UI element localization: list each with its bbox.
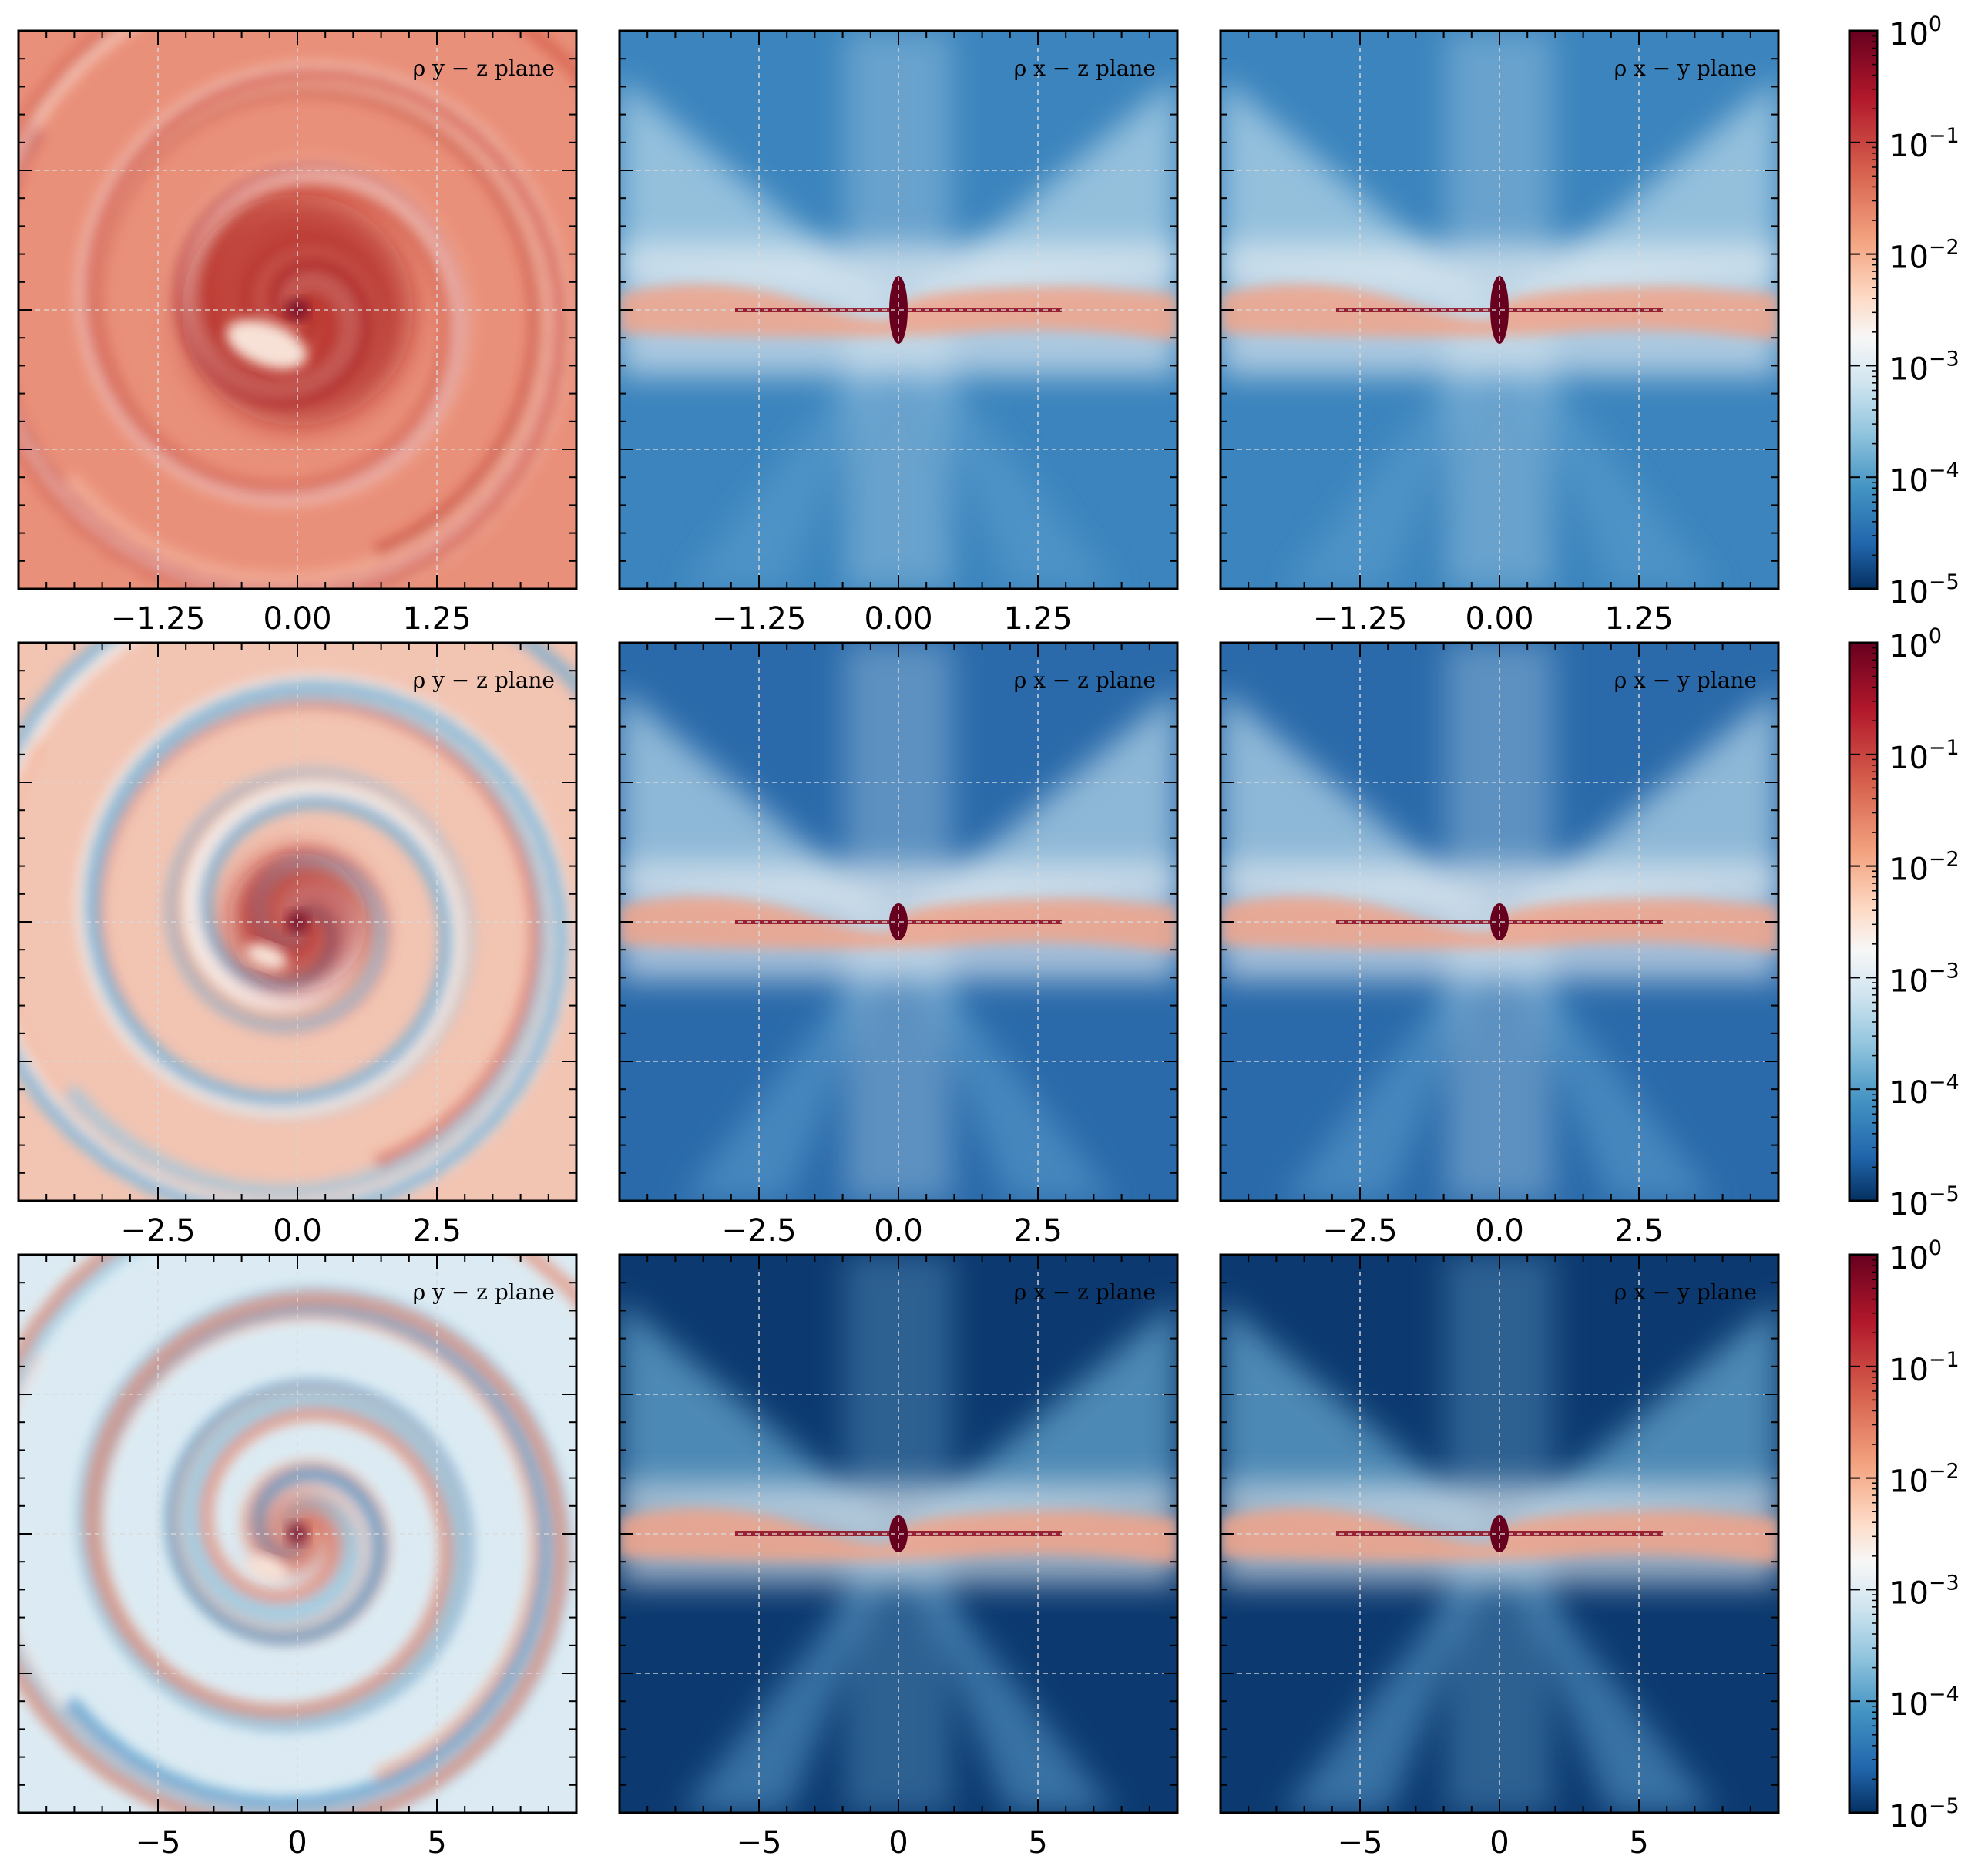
panel-label: ρ x − y plane	[1614, 667, 1757, 693]
panel-r1-c1: ρ y − z plane −1.25 0.00 1.25	[17, 29, 578, 637]
panel-r2-c3: ρ x − y plane −2.5 0.0 2.5	[1219, 641, 1780, 1249]
x-tick-label: 0.0	[273, 1213, 322, 1249]
panel-label: ρ y − z plane	[413, 667, 555, 693]
x-tick-label: −1.25	[111, 601, 206, 637]
colorbar-tick-label: 10−4	[1889, 1683, 1959, 1723]
x-tick-label: −5	[737, 1825, 782, 1861]
colorbar-tick-label: 100	[1889, 12, 1942, 52]
panel-r3-c1: ρ y − z plane −5 0 5	[17, 1253, 578, 1861]
panel-label: ρ y − z plane	[413, 1279, 555, 1305]
colorbar-tick-label: 10−2	[1889, 848, 1959, 888]
colorbar-tick-label: 10−4	[1889, 1071, 1959, 1111]
x-tick-label: −2.5	[1322, 1213, 1397, 1249]
colorbar-tick-label: 10−1	[1889, 736, 1959, 776]
colorbar-tick-label: 10−3	[1889, 347, 1959, 387]
x-tick-label: −1.25	[712, 601, 807, 637]
colorbar-tick-label: 10−2	[1889, 236, 1959, 276]
colorbar-row-2: 100 10−1 10−2 10−3 10−4 10−5	[1848, 624, 1959, 1222]
colorbar-tick-label: 10−1	[1889, 124, 1959, 164]
heatmap-image	[620, 1255, 1177, 1813]
colorbar-tick-label: 100	[1889, 624, 1942, 664]
x-tick-label: 0.0	[874, 1213, 923, 1249]
colorbar-gradient	[1849, 31, 1877, 589]
colorbar-row-1: 100 10−1 10−2 10−3 10−4 10−5	[1848, 12, 1959, 610]
panel-r2-c2: ρ x − z plane −2.5 0.0 2.5	[618, 641, 1179, 1249]
colorbar-tick-label: 10−5	[1889, 570, 1959, 610]
x-tick-label: −2.5	[721, 1213, 796, 1249]
colorbar-tick-label: 10−3	[1889, 1571, 1959, 1611]
heatmap-image	[1221, 1255, 1778, 1813]
x-tick-label: 0.00	[263, 601, 331, 637]
heatmap-image	[620, 643, 1177, 1201]
heatmap-image	[18, 643, 576, 1201]
x-tick-label: −5	[1338, 1825, 1383, 1861]
colorbar-row-3: 100 10−1 10−2 10−3 10−4 10−5	[1848, 1236, 1959, 1834]
heatmap-image	[1221, 643, 1778, 1201]
heatmap-image	[620, 31, 1177, 589]
panel-label: ρ x − z plane	[1014, 1279, 1156, 1305]
colorbar-tick-label: 10−1	[1889, 1348, 1959, 1388]
x-tick-label: 0.00	[1465, 601, 1533, 637]
panel-r2-c1: ρ y − z plane −2.5 0.0 2.5	[17, 641, 578, 1249]
heatmap-image	[1221, 31, 1778, 589]
panel-label: ρ x − y plane	[1614, 1279, 1757, 1305]
colorbar-tick-label: 100	[1889, 1236, 1942, 1276]
colorbar-gradient	[1849, 643, 1877, 1201]
x-tick-label: 0	[888, 1825, 908, 1861]
colorbar-tick-label: 10−3	[1889, 959, 1959, 999]
x-tick-label: 1.25	[402, 601, 471, 637]
x-tick-label: −2.5	[120, 1213, 195, 1249]
panel-r1-c2: ρ x − z plane −1.25 0.00 1.25	[618, 29, 1179, 637]
x-tick-label: 1.25	[1003, 601, 1072, 637]
colorbar-tick-label: 10−5	[1889, 1794, 1959, 1834]
panel-label: ρ x − y plane	[1614, 55, 1757, 81]
x-tick-label: 2.5	[412, 1213, 462, 1249]
x-tick-label: 2.5	[1013, 1213, 1063, 1249]
colorbar-tick-label: 10−4	[1889, 459, 1959, 499]
x-tick-label: 2.5	[1614, 1213, 1664, 1249]
x-tick-label: 0.00	[864, 601, 932, 637]
colorbar-tick-label: 10−2	[1889, 1460, 1959, 1500]
panel-label: ρ x − z plane	[1014, 667, 1156, 693]
colorbar-gradient	[1849, 1255, 1877, 1813]
x-tick-label: 5	[427, 1825, 446, 1861]
x-tick-label: 0	[287, 1825, 307, 1861]
x-tick-label: 1.25	[1604, 601, 1673, 637]
heatmap-image	[18, 31, 576, 589]
panel-r1-c3: ρ x − y plane −1.25 0.00 1.25	[1219, 29, 1780, 637]
x-tick-label: 5	[1028, 1825, 1047, 1861]
x-tick-label: −1.25	[1313, 601, 1408, 637]
colorbar-tick-label: 10−5	[1889, 1182, 1959, 1222]
x-tick-label: 0	[1489, 1825, 1509, 1861]
panel-label: ρ x − z plane	[1014, 55, 1156, 81]
panel-r3-c2: ρ x − z plane −5 0 5	[618, 1253, 1179, 1861]
x-tick-label: 0.0	[1475, 1213, 1524, 1249]
x-tick-label: 5	[1629, 1825, 1648, 1861]
panel-r3-c3: ρ x − y plane −5 0 5	[1219, 1253, 1780, 1861]
x-tick-label: −5	[136, 1825, 181, 1861]
heatmap-image	[18, 1255, 576, 1813]
panel-label: ρ y − z plane	[413, 55, 555, 81]
